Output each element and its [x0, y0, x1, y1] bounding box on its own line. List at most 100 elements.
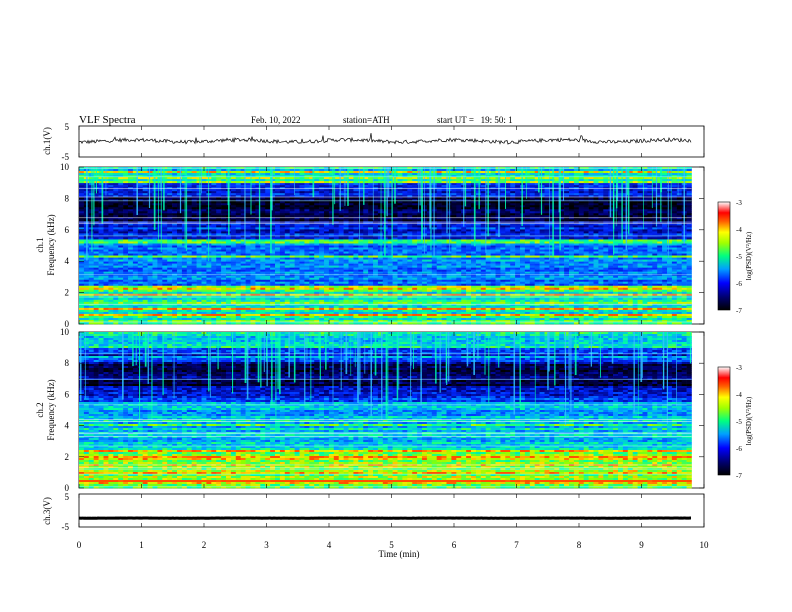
- spectrogram-cell: [246, 191, 251, 193]
- spectrogram-cell: [402, 219, 407, 221]
- spectrogram-cell: [407, 231, 412, 233]
- spectrogram-cell: [177, 191, 182, 193]
- spectrogram-cell: [216, 201, 221, 203]
- spectrogram-cell: [192, 185, 197, 187]
- spectrogram-cell: [579, 205, 584, 207]
- spectrogram-cell: [569, 203, 574, 205]
- spectrogram-cell: [412, 183, 417, 185]
- spectrogram-cell: [456, 189, 461, 191]
- spectrogram-cell: [496, 207, 501, 209]
- spectrogram-cell: [540, 246, 545, 248]
- spectrogram-cell: [687, 191, 692, 193]
- spectrogram-cell: [476, 229, 481, 231]
- spectrogram-cell: [510, 201, 515, 203]
- spectrogram-cell: [417, 246, 422, 248]
- spectrogram-cell: [378, 171, 383, 173]
- spectrogram-cell: [138, 169, 143, 171]
- spectrogram-cell: [456, 237, 461, 239]
- spectrogram-cell: [657, 205, 662, 207]
- spectrogram-cell: [378, 205, 383, 207]
- figure-title: VLF Spectra: [79, 114, 136, 126]
- spectrogram-cell: [231, 231, 236, 233]
- spectrogram-cell: [187, 171, 192, 173]
- spectrogram-cell: [358, 189, 363, 191]
- spectrogram-cell: [398, 239, 403, 241]
- spectrogram-cell: [349, 219, 354, 221]
- spectrogram-cell: [564, 211, 569, 213]
- spectrogram-cell: [358, 207, 363, 209]
- spectrogram-cell: [564, 207, 569, 209]
- spectrogram-cell: [554, 243, 559, 245]
- spectrogram-cell: [275, 211, 280, 213]
- spectrogram-cell: [216, 191, 221, 193]
- spectrogram-cell: [437, 227, 442, 229]
- spectrogram-cell: [324, 197, 329, 199]
- ch1-ytick-top: 5: [65, 122, 70, 132]
- spectrogram-cell: [108, 177, 113, 179]
- spectrogram-cell: [202, 203, 207, 205]
- spectrogram-cell: [608, 231, 613, 233]
- spectrogram-cell: [520, 237, 525, 239]
- spectrogram-cell: [584, 219, 589, 221]
- spectrogram-cell: [545, 207, 550, 209]
- spectrogram-cell: [608, 237, 613, 239]
- spectrogram-cell: [579, 171, 584, 173]
- spectrogram-cell: [496, 185, 501, 187]
- spectrogram-cell: [211, 201, 216, 203]
- spectrogram-cell: [476, 241, 481, 243]
- spectrogram-cell: [211, 207, 216, 209]
- spectrogram-cell: [162, 229, 167, 231]
- spectrogram-cell: [236, 179, 241, 181]
- spectrogram-cell: [368, 193, 373, 195]
- spectrogram-cell: [437, 171, 442, 173]
- spectrogram-cell: [510, 191, 515, 193]
- spectrogram-cell: [108, 229, 113, 231]
- spectrogram-cell: [633, 171, 638, 173]
- spectrogram-cell: [574, 173, 579, 175]
- spectrogram-cell: [476, 239, 481, 241]
- spectrogram-cell: [603, 229, 608, 231]
- spectrogram-cell: [192, 209, 197, 211]
- spectrogram-cell: [187, 197, 192, 199]
- spectrogram-cell: [672, 241, 677, 243]
- spectrogram-cell: [466, 171, 471, 173]
- spectrogram-cell: [456, 243, 461, 245]
- spectrogram-cell: [162, 237, 167, 239]
- spectrogram-cell: [657, 243, 662, 245]
- spectrogram-cell: [398, 227, 403, 229]
- spectrogram-cell: [143, 215, 148, 217]
- spectrogram-cell: [358, 246, 363, 248]
- spectrogram-cell: [525, 205, 530, 207]
- spectrogram-cell: [584, 179, 589, 181]
- spectrogram-cell: [314, 197, 319, 199]
- spectrogram-cell: [231, 241, 236, 243]
- spectrogram-cell: [412, 225, 417, 227]
- spectrogram-cell: [491, 209, 496, 211]
- spectrogram-cell: [221, 197, 226, 199]
- spectrogram-cell: [304, 183, 309, 185]
- spectrogram-cell: [172, 207, 177, 209]
- spectrogram-cell: [304, 169, 309, 171]
- spectrogram-cell: [662, 191, 667, 193]
- spectrogram-cell: [202, 205, 207, 207]
- spectrogram-cell: [187, 207, 192, 209]
- spectrogram-cell: [353, 246, 358, 248]
- spectrogram-cell: [202, 243, 207, 245]
- spectrogram-cell: [314, 181, 319, 183]
- spectrogram-cell: [118, 189, 123, 191]
- spectrogram-cell: [628, 233, 633, 235]
- spectrogram-cell: [290, 177, 295, 179]
- spectrogram-cell: [329, 229, 334, 231]
- spectrogram-cell: [99, 227, 104, 229]
- spectrogram-cell: [251, 246, 256, 248]
- spectrogram-cell: [638, 181, 643, 183]
- spectrogram-cell: [545, 169, 550, 171]
- spectrogram-cell: [505, 229, 510, 231]
- spectrogram-cell: [574, 181, 579, 183]
- spectrogram-cell: [510, 231, 515, 233]
- spectrogram-cell: [123, 241, 128, 243]
- spectrogram-cell: [638, 189, 643, 191]
- spectrogram-cell: [662, 185, 667, 187]
- spectrogram-cell: [79, 169, 84, 171]
- spectrogram-cell: [280, 183, 285, 185]
